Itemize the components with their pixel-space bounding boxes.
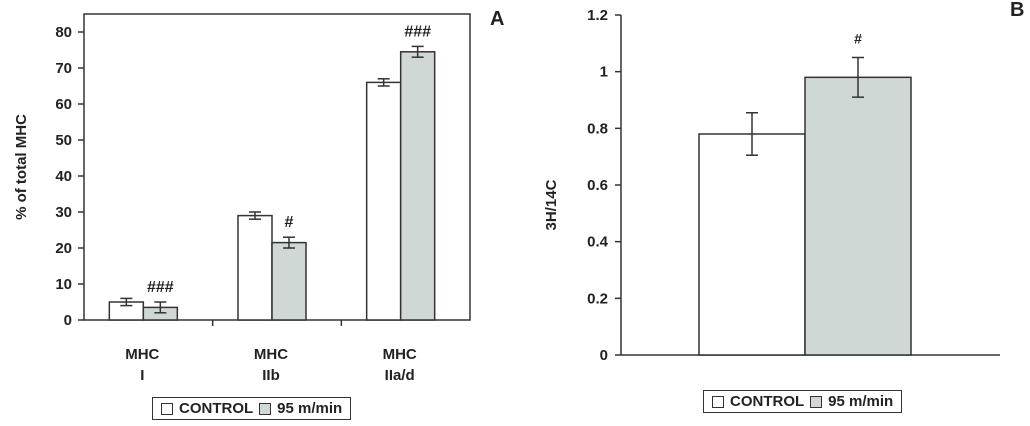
legend-control-swatch (712, 395, 724, 408)
legend-a: CONTROL 95 m/min (152, 397, 352, 420)
y-tick-label: 80 (55, 24, 72, 41)
y-tick-label: 0.6 (587, 177, 608, 194)
panel-a: 0 10 20 30 40 50 60 70 80 ### MHC I # MHC IIb ### MHC IIa… (13, 8, 504, 384)
legend-control-label: CONTROL (179, 400, 254, 417)
significance-label: # (285, 214, 294, 231)
y-tick-label: 1 (600, 64, 608, 81)
category-label-line1: MHC (254, 346, 288, 363)
y-tick-label: 10 (55, 276, 72, 293)
category-label-line2: I (140, 367, 144, 384)
legend-treated-label: 95 m/min (277, 400, 343, 417)
y-tick-label: 0.2 (587, 290, 608, 307)
bar-control (237, 214, 273, 321)
y-axis-title: % of total MHC (13, 114, 30, 220)
y-tick-label: 60 (55, 96, 72, 113)
bar-control (365, 81, 402, 321)
legend-treated-label: 95 m/min (828, 393, 894, 410)
legend-control-label: CONTROL (730, 393, 805, 410)
y-tick-label: 0.4 (587, 234, 609, 251)
y-axis-title: 3H/14C (543, 179, 560, 230)
category-label-line1: MHC (383, 346, 417, 363)
category-label-line1: MHC (125, 346, 159, 363)
bar-treated (271, 241, 307, 321)
panel-b: 0 0.2 0.4 0.6 0.8 1 1.2 #3H/14C B (543, 0, 1024, 364)
legend-b: CONTROL 95 m/min (703, 390, 903, 413)
legend-control-swatch (161, 402, 173, 415)
panel-label: B (1010, 0, 1024, 21)
significance-label: # (854, 31, 862, 47)
y-tick-label: 1.2 (587, 7, 608, 24)
category-label-line2: IIb (262, 367, 280, 384)
bar-treated (399, 51, 436, 321)
y-tick-label: 0 (64, 312, 72, 329)
y-tick-label: 0.8 (587, 120, 608, 137)
y-tick-label: 30 (55, 204, 72, 221)
category-label-line2: IIa/d (385, 367, 415, 384)
bar-control (698, 133, 806, 356)
significance-label: ### (404, 23, 431, 40)
y-tick-label: 40 (55, 168, 72, 185)
legend-treated-swatch (810, 395, 823, 408)
y-tick-label: 0 (600, 347, 608, 364)
panel-label: A (490, 8, 504, 30)
y-tick-label: 50 (55, 132, 72, 149)
significance-label: ### (147, 279, 174, 296)
legend-treated-swatch (259, 402, 272, 415)
y-tick-label: 70 (55, 60, 72, 77)
bar-treated (804, 76, 912, 356)
y-tick-label: 20 (55, 240, 72, 257)
